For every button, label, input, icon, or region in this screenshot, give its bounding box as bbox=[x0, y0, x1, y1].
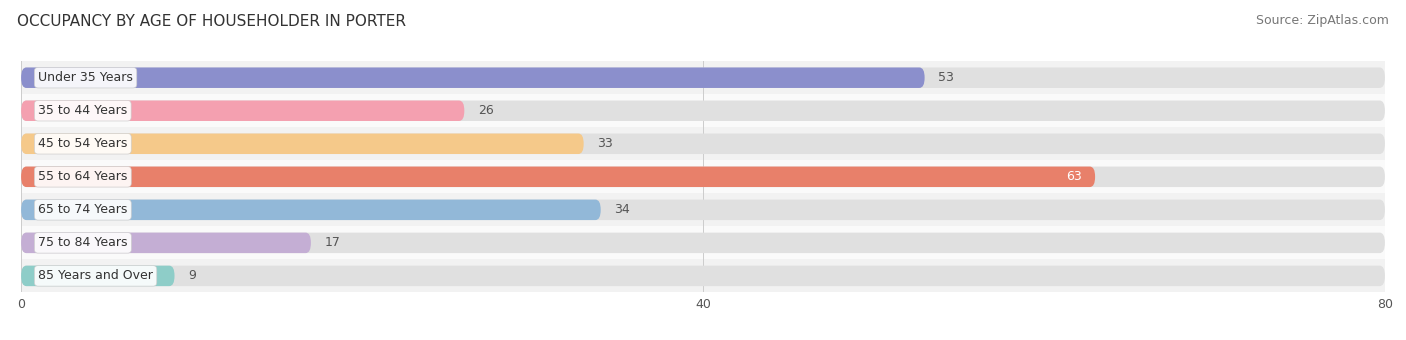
Text: OCCUPANCY BY AGE OF HOUSEHOLDER IN PORTER: OCCUPANCY BY AGE OF HOUSEHOLDER IN PORTE… bbox=[17, 14, 406, 29]
FancyBboxPatch shape bbox=[21, 233, 311, 253]
Text: 33: 33 bbox=[598, 137, 613, 150]
FancyBboxPatch shape bbox=[21, 233, 1385, 253]
Bar bbox=[21, 94, 1385, 127]
FancyBboxPatch shape bbox=[21, 134, 583, 154]
Bar bbox=[21, 127, 1385, 160]
Text: 85 Years and Over: 85 Years and Over bbox=[38, 269, 153, 283]
Text: 63: 63 bbox=[1066, 170, 1081, 183]
Text: Under 35 Years: Under 35 Years bbox=[38, 71, 134, 84]
Bar bbox=[21, 193, 1385, 226]
Text: 75 to 84 Years: 75 to 84 Years bbox=[38, 236, 128, 249]
Text: 35 to 44 Years: 35 to 44 Years bbox=[38, 104, 128, 117]
FancyBboxPatch shape bbox=[21, 134, 1385, 154]
FancyBboxPatch shape bbox=[21, 167, 1095, 187]
Bar bbox=[21, 226, 1385, 259]
Bar bbox=[21, 160, 1385, 193]
FancyBboxPatch shape bbox=[21, 266, 1385, 286]
Text: 55 to 64 Years: 55 to 64 Years bbox=[38, 170, 128, 183]
Text: Source: ZipAtlas.com: Source: ZipAtlas.com bbox=[1256, 14, 1389, 27]
FancyBboxPatch shape bbox=[21, 167, 1385, 187]
Text: 53: 53 bbox=[938, 71, 955, 84]
FancyBboxPatch shape bbox=[21, 67, 925, 88]
FancyBboxPatch shape bbox=[21, 101, 1385, 121]
Text: 34: 34 bbox=[614, 203, 630, 216]
FancyBboxPatch shape bbox=[21, 67, 1385, 88]
FancyBboxPatch shape bbox=[21, 200, 1385, 220]
Text: 17: 17 bbox=[325, 236, 340, 249]
FancyBboxPatch shape bbox=[21, 200, 600, 220]
Text: 65 to 74 Years: 65 to 74 Years bbox=[38, 203, 128, 216]
Bar bbox=[21, 259, 1385, 292]
FancyBboxPatch shape bbox=[21, 101, 464, 121]
Bar bbox=[21, 61, 1385, 94]
Text: 26: 26 bbox=[478, 104, 494, 117]
Text: 45 to 54 Years: 45 to 54 Years bbox=[38, 137, 128, 150]
FancyBboxPatch shape bbox=[21, 266, 174, 286]
Text: 9: 9 bbox=[188, 269, 195, 283]
